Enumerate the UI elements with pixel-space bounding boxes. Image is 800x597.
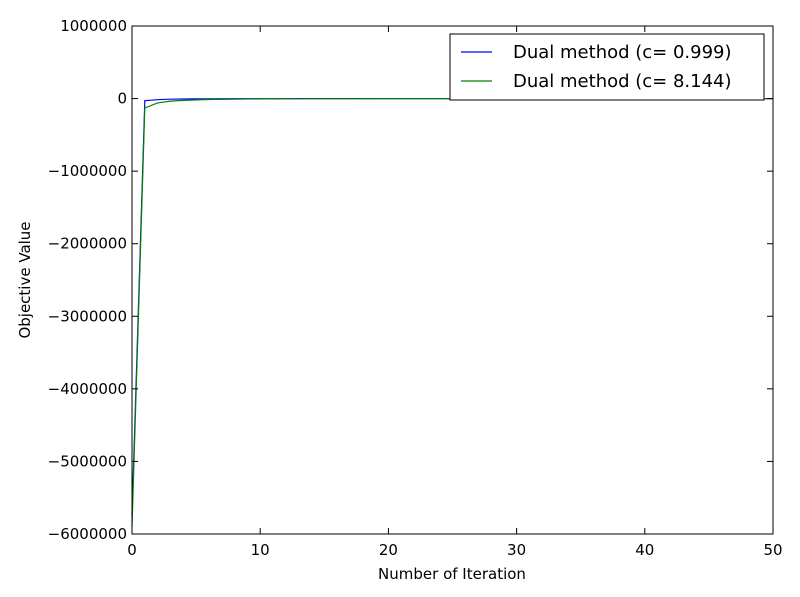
legend-label: Dual method (c= 8.144) [513, 71, 732, 92]
y-tick-label: −2000000 [48, 235, 127, 253]
y-tick-label: 0 [117, 90, 127, 108]
y-axis-label: Objective Value [16, 221, 34, 338]
legend-box [449, 33, 765, 101]
y-tick-label: −5000000 [48, 452, 127, 470]
x-tick-label: 30 [507, 541, 526, 559]
y-tick-label: −1000000 [48, 162, 127, 180]
x-axis: 0 10 20 30 40 50 [127, 26, 783, 559]
y-tick-label: −3000000 [48, 307, 127, 325]
x-tick-label: 0 [127, 541, 137, 559]
legend: Dual method (c= 0.999) Dual method (c= 8.… [449, 33, 765, 101]
y-axis: 1000000 0 −1000000 −2000000 −3000000 −4000000… [48, 17, 773, 543]
y-tick-label: −4000000 [48, 380, 127, 398]
legend-label: Dual method (c= 0.999) [513, 42, 732, 63]
x-tick-label: 20 [379, 541, 398, 559]
x-tick-label: 40 [635, 541, 654, 559]
y-tick-label: 1000000 [60, 17, 127, 35]
y-tick-label: −6000000 [48, 525, 127, 543]
x-tick-label: 10 [251, 541, 270, 559]
x-axis-label: Number of Iteration [378, 565, 526, 583]
plot-area [132, 26, 773, 534]
plot-frame [131, 25, 774, 535]
x-tick-label: 50 [763, 541, 782, 559]
